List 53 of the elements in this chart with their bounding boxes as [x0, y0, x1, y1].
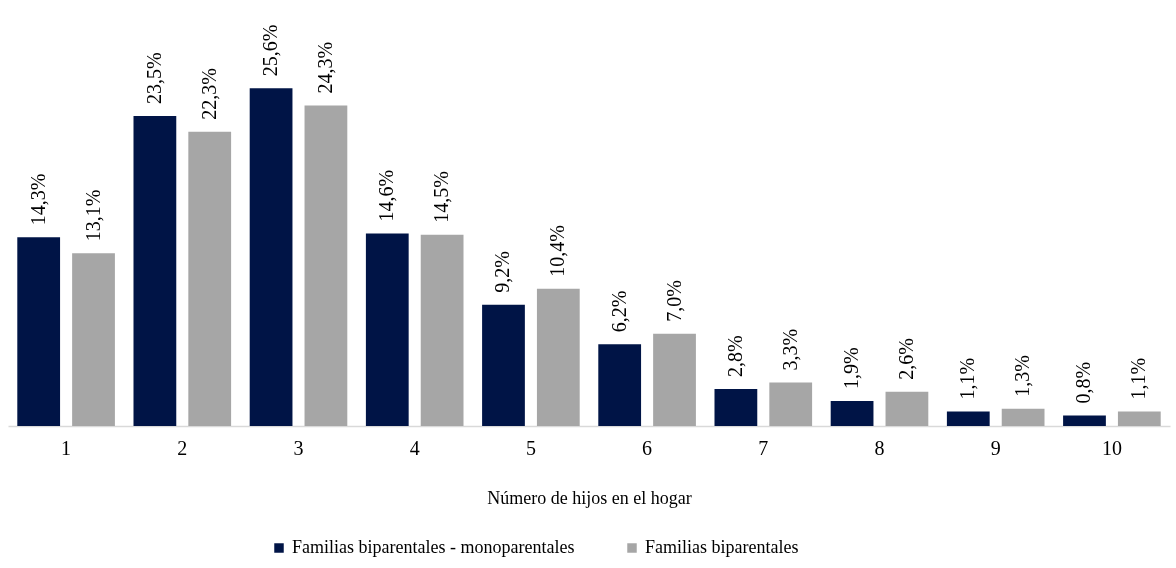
data-label: 6,2%	[607, 290, 630, 333]
data-label: 2,8%	[723, 335, 746, 378]
data-label: 7,0%	[662, 279, 685, 322]
data-label: 23,5%	[142, 52, 165, 104]
bar	[536, 288, 580, 426]
x-tick-label: 1	[61, 436, 72, 459]
data-label: 14,5%	[430, 171, 453, 223]
legend-label: Familias biparentales - monoparentales	[292, 537, 575, 557]
bar	[653, 333, 696, 426]
legend-label: Familias biparentales	[645, 537, 799, 557]
bar	[1001, 408, 1045, 426]
bar	[1117, 411, 1161, 426]
x-tick-label: 8	[874, 436, 885, 459]
data-label: 2,6%	[894, 338, 917, 380]
x-tick-label: 5	[525, 436, 536, 459]
bar	[72, 253, 115, 426]
data-label: 24,3%	[313, 41, 336, 94]
bar	[420, 234, 464, 426]
data-label: 0,8%	[1072, 361, 1095, 404]
data-label: 25,6%	[259, 24, 282, 77]
bar	[598, 344, 642, 426]
data-label: 10,4%	[546, 225, 569, 277]
bar	[482, 304, 525, 426]
bar	[885, 391, 929, 426]
data-label: 1,1%	[956, 357, 979, 400]
bar	[365, 233, 409, 426]
data-label: 14,6%	[375, 169, 398, 222]
bar	[769, 382, 813, 426]
x-tick-label: 4	[409, 436, 420, 459]
x-axis-title: Número de hijos en el hogar	[487, 487, 692, 508]
x-tick-label: 7	[758, 436, 769, 459]
data-label: 14,3%	[26, 173, 49, 226]
data-label: 1,9%	[840, 347, 863, 389]
data-label: 13,1%	[81, 189, 104, 242]
data-label: 1,3%	[1011, 355, 1034, 397]
x-tick-label: 6	[642, 436, 653, 459]
bar	[1063, 415, 1106, 426]
x-tick-label: 2	[177, 436, 188, 459]
bar	[249, 88, 293, 426]
data-label: 9,2%	[491, 250, 514, 293]
bar	[188, 131, 232, 426]
x-tick-label: 9	[990, 436, 1001, 459]
x-tick-label: 10	[1101, 436, 1122, 459]
x-tick-label: 3	[293, 436, 304, 459]
bar	[714, 389, 758, 426]
data-label: 1,1%	[1127, 357, 1150, 400]
data-label: 22,3%	[197, 68, 220, 120]
bar	[133, 115, 177, 426]
bar	[17, 237, 61, 426]
data-label: 3,3%	[778, 328, 801, 371]
bar	[946, 411, 990, 426]
bar	[304, 105, 348, 426]
bar	[830, 400, 874, 426]
